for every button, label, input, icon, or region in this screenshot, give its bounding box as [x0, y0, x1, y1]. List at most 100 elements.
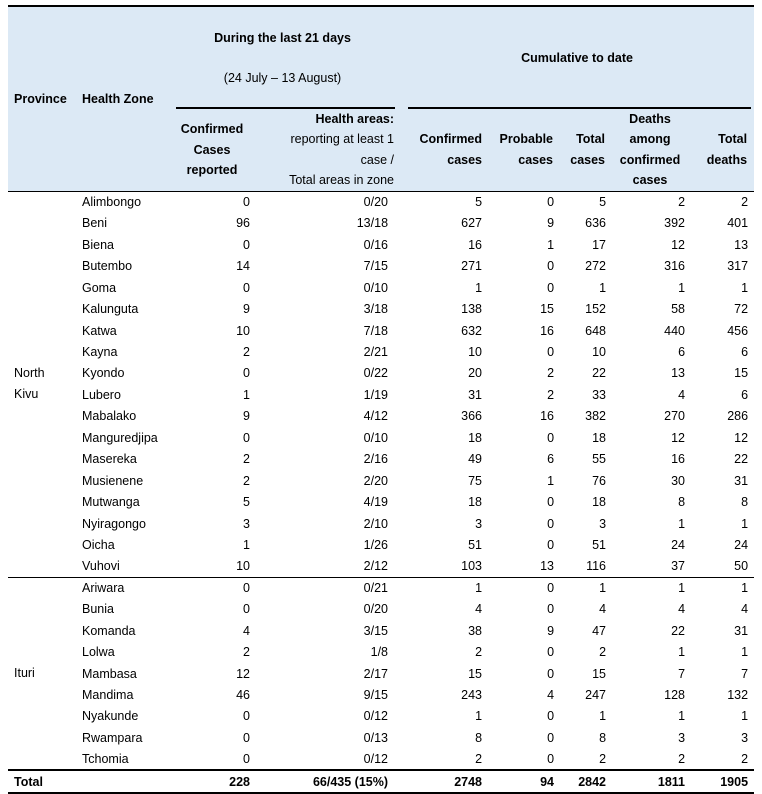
header-group-row: Province Health Zone During the last 21 …	[8, 6, 755, 192]
cell-confirmed-cases-reported: 0	[243, 709, 250, 724]
cell-total-cases: 2	[599, 751, 607, 766]
cell-probable-cases: 16	[540, 323, 555, 338]
cell-deaths-among-confirmed: 1	[678, 516, 686, 531]
table-row: Bunia 0 0/20 4 0 4 4 4	[8, 599, 754, 620]
cell-deaths-among-confirmed: 392	[664, 216, 686, 231]
cell-probable-cases: 0	[547, 666, 555, 681]
cell-deaths-among-confirmed: 1	[678, 709, 686, 724]
cell-health-areas-reporting: 4/19	[363, 495, 389, 510]
cell-confirmed-cases-reported: 0	[243, 430, 250, 445]
cell-total-cases: 15	[592, 666, 607, 681]
total-deaths-confirmed: 1811	[612, 769, 691, 794]
cell-total-deaths: 72	[734, 302, 749, 317]
table-row: North Kivu Alimbongo 0 0/20 5 0 5 2 2	[8, 190, 755, 578]
cell-total-deaths: 7	[741, 666, 749, 681]
cell-cum-confirmed-cases: 10	[468, 345, 483, 360]
cell-probable-cases: 0	[489, 190, 561, 213]
column-header-confirmed-cases-reported: Confirmed Cases reported	[165, 108, 265, 192]
cell-deaths-among-confirmed: 1	[678, 280, 686, 295]
cell-probable-cases: 0	[547, 495, 555, 510]
cell-health-areas-reporting: 2/17	[363, 666, 389, 681]
cell-health-areas-reporting: 0/12	[363, 751, 389, 766]
cell-health-areas-reporting: 9/15	[363, 688, 389, 703]
cell-cum-confirmed-cases: 243	[461, 688, 483, 703]
cell-probable-cases: 0	[547, 645, 555, 660]
cell-deaths-among-confirmed: 24	[671, 537, 686, 552]
cell-confirmed-cases-reported: 9	[243, 409, 250, 424]
cell-cum-confirmed-cases: 18	[468, 495, 483, 510]
column-header-total-deaths: Total deaths	[690, 108, 755, 192]
cell-probable-cases: 0	[547, 709, 555, 724]
cell-total-deaths: 456	[727, 323, 749, 338]
cell-total-cases: 382	[585, 409, 607, 424]
report-page: Province Health Zone During the last 21 …	[8, 5, 755, 794]
cell-probable-cases: 9	[547, 216, 555, 231]
cell-total-deaths: 2	[690, 190, 755, 213]
group-title-cumulative: Cumulative to date	[521, 50, 633, 65]
table-row: Nyakunde 0 0/12 1 0 1 1 1	[8, 706, 754, 727]
table-row: Kayna 2 2/21 10 0 10 6 6	[8, 342, 754, 363]
cell-health-areas-reporting: 0/10	[363, 430, 389, 445]
table-row: Komanda 4 3/15 38 9 47 22 31	[8, 620, 754, 641]
cell-total-deaths: 6	[741, 345, 749, 360]
cell-health-areas-reporting: 0/20	[363, 602, 389, 617]
column-header-total-cases: Total cases	[560, 108, 613, 192]
cell-cum-confirmed-cases: 20	[468, 366, 483, 381]
cell-total-cases: 51	[592, 537, 607, 552]
group-title-last-21-days: During the last 21 days	[214, 30, 351, 45]
table-footer: Total 228 66/435 (15%) 2748 94 2842 1811…	[8, 769, 755, 794]
cell-total-cases: 8	[599, 730, 607, 745]
cell-probable-cases: 15	[540, 302, 555, 317]
cell-total-cases: 152	[585, 302, 607, 317]
cell-cum-confirmed-cases: 16	[468, 237, 483, 252]
cell-health-areas-reporting: 0/22	[363, 366, 389, 381]
cell-health-areas-reporting: 3/18	[363, 302, 389, 317]
cell-probable-cases: 0	[547, 537, 555, 552]
cell-probable-cases: 0	[489, 576, 561, 599]
total-confirmed-21d: 228	[165, 769, 265, 794]
cell-health-areas-reporting: 2/16	[363, 452, 389, 467]
cell-cum-confirmed-cases: 138	[461, 302, 483, 317]
cell-probable-cases: 16	[540, 409, 555, 424]
cell-probable-cases: 4	[547, 688, 555, 703]
health-zone-name: Bunia	[82, 602, 114, 617]
cell-deaths-among-confirmed: 37	[671, 559, 686, 574]
health-zone-name: Butembo	[82, 259, 133, 274]
cell-health-areas-reporting: 7/15	[363, 259, 389, 274]
table-row: Mutwanga 5 4/19 18 0 18 8 8	[8, 492, 754, 513]
cell-total-deaths: 50	[734, 559, 749, 574]
cell-confirmed-cases-reported: 0	[165, 190, 265, 213]
table-row: Manguredjipa 0 0/10 18 0 18 12 12	[8, 427, 754, 448]
cell-confirmed-cases-reported: 0	[243, 751, 250, 766]
health-zone-name: Mandima	[82, 688, 134, 703]
cell-deaths-among-confirmed: 128	[664, 688, 686, 703]
cell-confirmed-cases-reported: 2	[243, 645, 250, 660]
cell-confirmed-cases-reported: 0	[243, 730, 250, 745]
cell-total-deaths: 2	[741, 751, 749, 766]
cell-health-areas-reporting: 0/12	[363, 709, 389, 724]
column-header-deaths-among-confirmed: Deaths among confirmed cases	[612, 108, 691, 192]
cell-confirmed-cases-reported: 0	[243, 366, 250, 381]
table-row: Nyiragongo 3 2/10 3 0 3 1 1	[8, 513, 754, 534]
province-label: Ituri	[8, 576, 80, 771]
column-header-province: Province	[8, 6, 80, 192]
cell-total-deaths: 8	[741, 495, 749, 510]
cell-confirmed-cases-reported: 2	[243, 452, 250, 467]
health-zone-name: Rwampara	[82, 730, 143, 745]
health-zone-name: Lubero	[82, 387, 121, 402]
cell-health-areas-reporting: 1/19	[363, 387, 389, 402]
table-row: Oicha 1 1/26 51 0 51 24 24	[8, 535, 754, 556]
cell-total-deaths: 1	[690, 576, 755, 599]
cell-confirmed-cases-reported: 1	[243, 387, 250, 402]
cell-total-cases: 1	[560, 576, 613, 599]
cell-probable-cases: 2	[547, 387, 555, 402]
cell-probable-cases: 9	[547, 623, 555, 638]
province-label: North Kivu	[8, 191, 80, 578]
cell-cum-confirmed-cases: 8	[475, 730, 483, 745]
table-row: Rwampara 0 0/13 8 0 8 3 3	[8, 727, 754, 748]
total-row: Total 228 66/435 (15%) 2748 94 2842 1811…	[8, 769, 755, 794]
table-row: Katwa 10 7/18 632 16 648 440 456	[8, 320, 754, 341]
cell-total-deaths: 12	[734, 430, 749, 445]
cell-health-areas-reporting: 13/18	[356, 216, 389, 231]
group-subtitle-date-range: (24 July – 13 August)	[223, 71, 342, 85]
